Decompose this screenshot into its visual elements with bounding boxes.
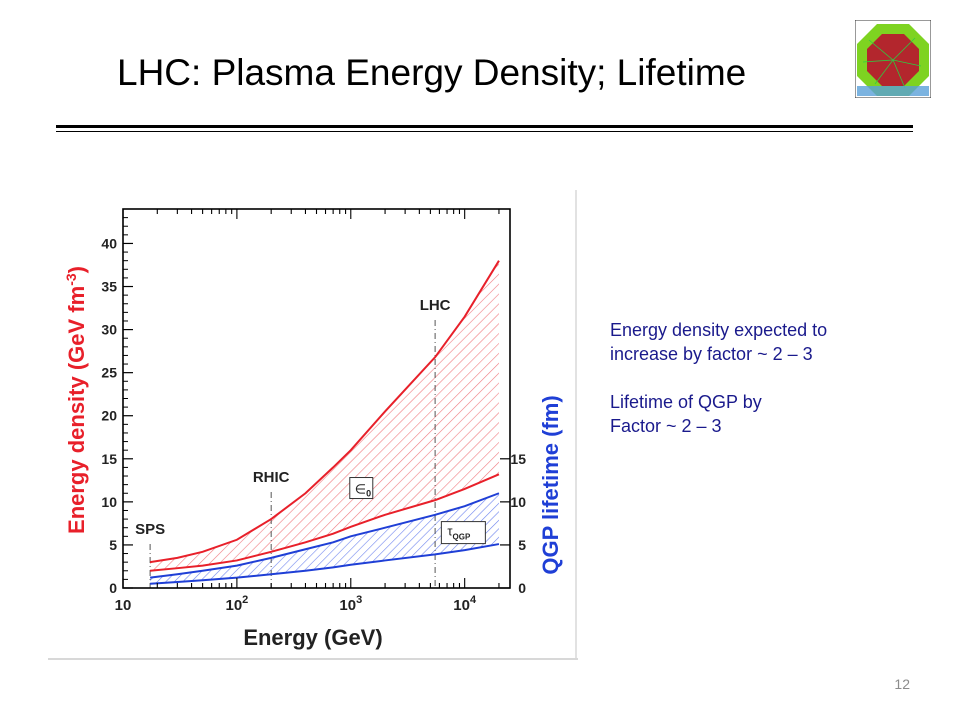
curve-energy-density-lower: [150, 473, 500, 572]
note-line-2: increase by factor ~ 2 – 3: [610, 344, 813, 364]
note-line-1: Energy density expected to: [610, 320, 828, 340]
chart-bottom-edge: [48, 658, 578, 660]
y-left-tick-label: 5: [109, 537, 117, 553]
y-right-tick-label: 15: [510, 451, 526, 467]
slide-title: LHC: Plasma Energy Density; Lifetime: [117, 52, 747, 93]
y-left-tick-label: 35: [101, 279, 117, 295]
curve-qgp-lifetime-upper: [149, 492, 500, 579]
band-qgp-lifetime: [150, 493, 499, 584]
curve-energy-density-upper: [149, 260, 500, 564]
band-energy-density: [150, 260, 499, 571]
y-right-tick-label: 5: [518, 537, 526, 553]
note-line-3: Lifetime of QGP by: [610, 392, 762, 412]
title-divider-thick: [56, 125, 913, 128]
y-left-tick-label: 0: [109, 580, 117, 596]
eps0-label-box: [349, 477, 374, 500]
page-number: 12: [894, 676, 910, 692]
alice-logo-icon: [855, 20, 931, 98]
energy-density-chart: SPS RHIC LHC 0 5 10 15 20 25 30 35 40 0 5 10 15 10 102 10…: [48, 190, 578, 660]
vline-label-sps: SPS: [135, 521, 165, 538]
tau-label-box: [440, 521, 486, 545]
curve-qgp-lifetime-lower: [150, 543, 500, 585]
y-left-axis-title: Energy density (GeV fm-3): [63, 266, 89, 534]
x-tick-label: 10: [115, 597, 132, 614]
vline-label-rhic: RHIC: [253, 469, 290, 486]
y-right-tick-label: 10: [510, 494, 526, 510]
vline-label-lhc: LHC: [420, 297, 451, 314]
y-left-tick-label: 30: [101, 322, 117, 338]
y-right-axis-title: QGP lifetime (fm): [538, 395, 563, 574]
y-left-tick-label: 40: [101, 235, 117, 251]
y-left-tick-label: 15: [101, 451, 117, 467]
title-divider-thin: [56, 131, 913, 132]
y-left-tick-label: 25: [101, 365, 117, 381]
y-left-tick-label: 20: [101, 408, 117, 424]
x-axis-title: Energy (GeV): [243, 625, 382, 650]
y-right-tick-label: 0: [518, 580, 526, 596]
note-line-4: Factor ~ 2 – 3: [610, 416, 722, 436]
y-left-tick-label: 10: [101, 494, 117, 510]
notes-text-block: Energy density expected to increase by f…: [610, 318, 930, 438]
